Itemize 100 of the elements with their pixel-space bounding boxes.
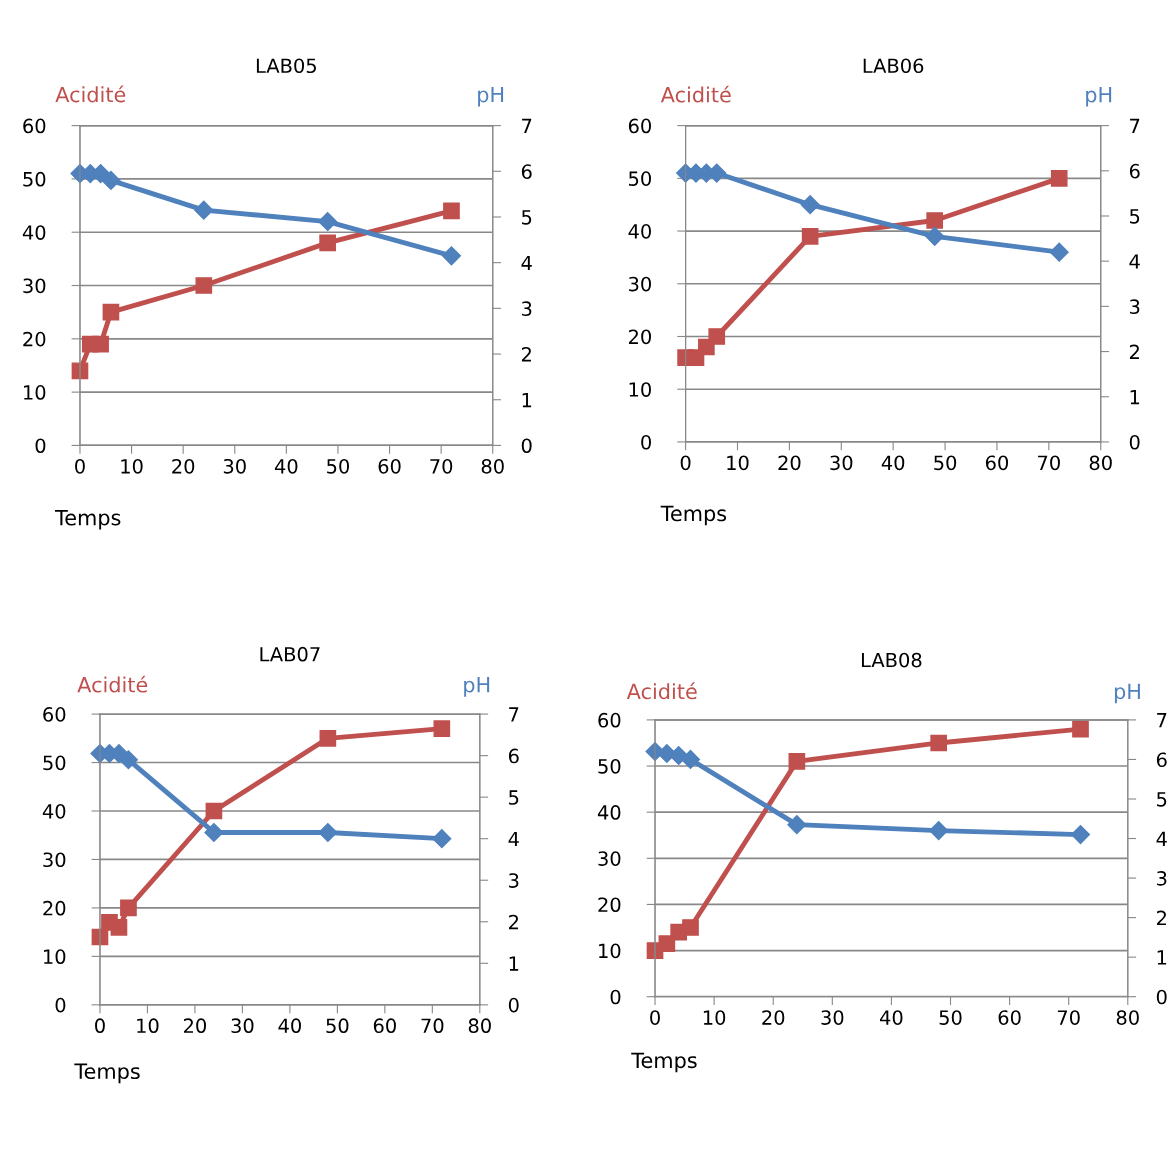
x-tick-label: 20 bbox=[762, 1010, 785, 1025]
point bbox=[680, 749, 701, 769]
y-tick-label: 20 bbox=[628, 329, 651, 345]
point bbox=[118, 750, 138, 770]
x-tick-label: 0 bbox=[75, 458, 85, 474]
x-tick-label: 60 bbox=[373, 1018, 396, 1034]
y2-tick-label: 7 bbox=[509, 707, 519, 722]
point bbox=[318, 822, 338, 842]
y-tick-label: 50 bbox=[598, 758, 621, 774]
x-tick-label: 50 bbox=[939, 1010, 962, 1025]
y2-axis-title: pH bbox=[464, 677, 490, 697]
y2-tick-label: 0 bbox=[508, 997, 519, 1013]
point bbox=[204, 822, 224, 842]
y2-tick-label: 4 bbox=[521, 255, 532, 271]
x-tick-label: 10 bbox=[703, 1010, 726, 1025]
point bbox=[788, 753, 806, 770]
point bbox=[1072, 720, 1089, 738]
y2-tick-label: 7 bbox=[1157, 713, 1167, 728]
point bbox=[194, 200, 214, 220]
y2-axis-title: pH bbox=[1114, 683, 1140, 704]
y2-tick-label: 4 bbox=[508, 831, 519, 847]
y2-tick-label: 1 bbox=[509, 956, 519, 971]
point bbox=[1049, 242, 1069, 262]
y2-axis-title: pH bbox=[1086, 87, 1112, 107]
y2-tick-label: 7 bbox=[522, 118, 532, 133]
x-tick-label: 40 bbox=[274, 458, 298, 474]
point bbox=[925, 226, 945, 246]
x-tick-label: 40 bbox=[881, 455, 905, 471]
y2-tick-label: 5 bbox=[1130, 209, 1140, 224]
point bbox=[92, 335, 109, 353]
point bbox=[318, 212, 338, 232]
x-tick-label: 70 bbox=[430, 458, 453, 474]
y2-tick-label: 3 bbox=[509, 873, 519, 888]
y-tick-label: 20 bbox=[43, 900, 66, 916]
y-tick-label: 20 bbox=[598, 897, 621, 913]
point bbox=[432, 829, 452, 849]
y-axis-title: Acidité bbox=[55, 85, 126, 103]
x-tick-label: 30 bbox=[223, 458, 246, 474]
y2-tick-label: 0 bbox=[521, 438, 532, 454]
x-axis-title: Temps bbox=[631, 1052, 697, 1073]
point bbox=[102, 303, 120, 321]
y2-tick-label: 4 bbox=[1156, 831, 1167, 846]
y2-tick-label: 1 bbox=[522, 392, 532, 408]
y2-tick-label: 6 bbox=[508, 748, 519, 764]
y2-tick-label: 7 bbox=[1130, 118, 1140, 133]
y2-tick-label: 5 bbox=[1157, 792, 1167, 807]
x-tick-label: 70 bbox=[1057, 1010, 1080, 1025]
x-tick-label: 50 bbox=[934, 455, 957, 471]
y-tick-label: 30 bbox=[598, 851, 621, 866]
y2-tick-label: 2 bbox=[1156, 910, 1166, 925]
x-tick-label: 80 bbox=[1116, 1010, 1139, 1025]
point bbox=[930, 734, 948, 752]
y2-tick-label: 1 bbox=[1130, 389, 1140, 405]
x-tick-label: 10 bbox=[121, 458, 143, 474]
point bbox=[110, 918, 128, 936]
point bbox=[101, 170, 121, 190]
y2-tick-label: 2 bbox=[1129, 344, 1139, 359]
y-tick-label: 40 bbox=[42, 803, 66, 819]
y-axis-title: Acidité bbox=[77, 675, 148, 693]
point bbox=[319, 729, 337, 747]
point bbox=[205, 802, 223, 820]
x-tick-label: 70 bbox=[421, 1018, 444, 1034]
y-axis-title: Acidité bbox=[660, 85, 731, 103]
y-tick-label: 60 bbox=[628, 118, 651, 134]
y2-tick-label: 1 bbox=[1157, 950, 1167, 965]
y-tick-label: 50 bbox=[43, 755, 66, 771]
x-tick-label: 60 bbox=[378, 458, 401, 474]
y-tick-label: 0 bbox=[610, 989, 621, 1005]
y-tick-label: 0 bbox=[641, 434, 651, 450]
y-tick-label: 10 bbox=[24, 385, 46, 400]
y-tick-label: 60 bbox=[43, 707, 66, 722]
x-tick-label: 40 bbox=[278, 1018, 301, 1034]
point bbox=[682, 919, 699, 936]
y-tick-label: 60 bbox=[23, 118, 46, 134]
y2-axis-title: pH bbox=[478, 86, 504, 107]
x-tick-label: 0 bbox=[680, 455, 691, 471]
point bbox=[443, 202, 460, 220]
chart-title: LAB06 bbox=[863, 58, 924, 74]
y2-tick-label: 0 bbox=[1156, 989, 1167, 1005]
x-tick-label: 20 bbox=[172, 458, 195, 474]
y-tick-label: 30 bbox=[43, 852, 66, 868]
point bbox=[801, 227, 819, 245]
x-tick-label: 0 bbox=[95, 1018, 105, 1034]
x-axis-title: Temps bbox=[74, 1063, 140, 1084]
y2-tick-label: 3 bbox=[522, 301, 532, 317]
point bbox=[669, 745, 689, 766]
point bbox=[195, 277, 213, 294]
y-tick-label: 50 bbox=[23, 171, 46, 187]
y2-tick-label: 5 bbox=[522, 210, 532, 225]
y-tick-label: 50 bbox=[629, 171, 651, 186]
point bbox=[1050, 169, 1068, 187]
x-axis-title: Temps bbox=[660, 505, 727, 526]
x-tick-label: 10 bbox=[727, 455, 749, 471]
point bbox=[800, 195, 820, 215]
x-tick-label: 20 bbox=[778, 455, 801, 471]
chart-title: LAB07 bbox=[260, 646, 320, 662]
y2-tick-label: 2 bbox=[521, 347, 531, 362]
chart-title: LAB08 bbox=[861, 652, 922, 668]
y-tick-label: 10 bbox=[44, 949, 66, 965]
x-tick-label: 80 bbox=[468, 1018, 491, 1034]
